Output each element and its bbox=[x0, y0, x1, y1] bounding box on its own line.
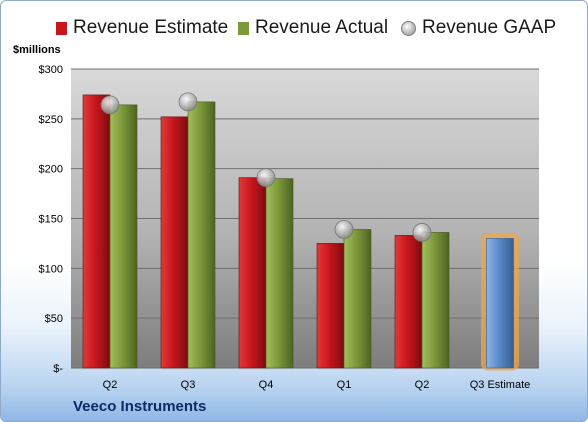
gaap-marker bbox=[100, 95, 120, 115]
legend-label-estimate: Revenue Estimate bbox=[73, 17, 229, 38]
y-tick-label: $200 bbox=[39, 164, 63, 176]
bar-actual bbox=[187, 101, 216, 369]
legend-label-gaap: Revenue GAAP bbox=[422, 17, 557, 38]
y-axis-unit-label: $millions bbox=[13, 44, 61, 56]
x-axis-labels: Q2 Q3 Q4 Q1 Q2 Q3 Estimate bbox=[103, 379, 531, 391]
legend-swatch-estimate bbox=[56, 21, 67, 35]
legend-item-estimate: Revenue Estimate bbox=[56, 17, 228, 39]
bar-actual bbox=[421, 232, 450, 369]
y-tick-label: $300 bbox=[39, 64, 63, 76]
legend-item-actual: Revenue Actual bbox=[238, 17, 388, 39]
bar-actual bbox=[343, 229, 372, 369]
x-tick-label: Q2 bbox=[415, 379, 430, 391]
legend-label-actual: Revenue Actual bbox=[255, 17, 389, 38]
gaap-marker bbox=[256, 168, 276, 188]
x-tick-label: Q3 bbox=[181, 379, 196, 391]
gaap-marker bbox=[334, 220, 354, 239]
bar-estimate bbox=[486, 238, 514, 369]
bar-estimate bbox=[160, 116, 189, 369]
x-tick-label: Q2 bbox=[103, 379, 118, 391]
bars bbox=[82, 94, 519, 371]
gaap-marker bbox=[412, 223, 432, 242]
y-tick-label: $150 bbox=[39, 214, 63, 226]
bar-estimate bbox=[238, 177, 267, 369]
gaap-markers bbox=[100, 92, 432, 242]
y-tick-label: $250 bbox=[39, 114, 63, 126]
legend-marker-gaap bbox=[401, 20, 416, 36]
bar-estimate bbox=[82, 94, 111, 369]
legend-swatch-actual bbox=[238, 21, 249, 35]
bar-estimate bbox=[394, 235, 423, 369]
bar-actual bbox=[265, 178, 294, 369]
y-axis-ticks: $- $50 $100 $150 $200 $250 $300 bbox=[39, 64, 64, 375]
bar-estimate bbox=[316, 243, 345, 369]
grid-lines bbox=[71, 68, 539, 369]
legend-item-gaap: Revenue GAAP bbox=[401, 17, 556, 39]
y-tick-label: $50 bbox=[45, 313, 63, 325]
legend: Revenue Estimate Revenue Actual Revenue … bbox=[56, 17, 556, 43]
company-name: Veeco Instruments bbox=[73, 398, 207, 415]
bar-actual bbox=[109, 104, 138, 369]
x-tick-label: Q3 Estimate bbox=[470, 379, 531, 391]
y-tick-label: $- bbox=[53, 363, 63, 375]
x-tick-label: Q1 bbox=[337, 379, 352, 391]
x-tick-label: Q4 bbox=[259, 379, 274, 391]
y-tick-label: $100 bbox=[39, 263, 63, 275]
gaap-marker bbox=[178, 92, 198, 112]
